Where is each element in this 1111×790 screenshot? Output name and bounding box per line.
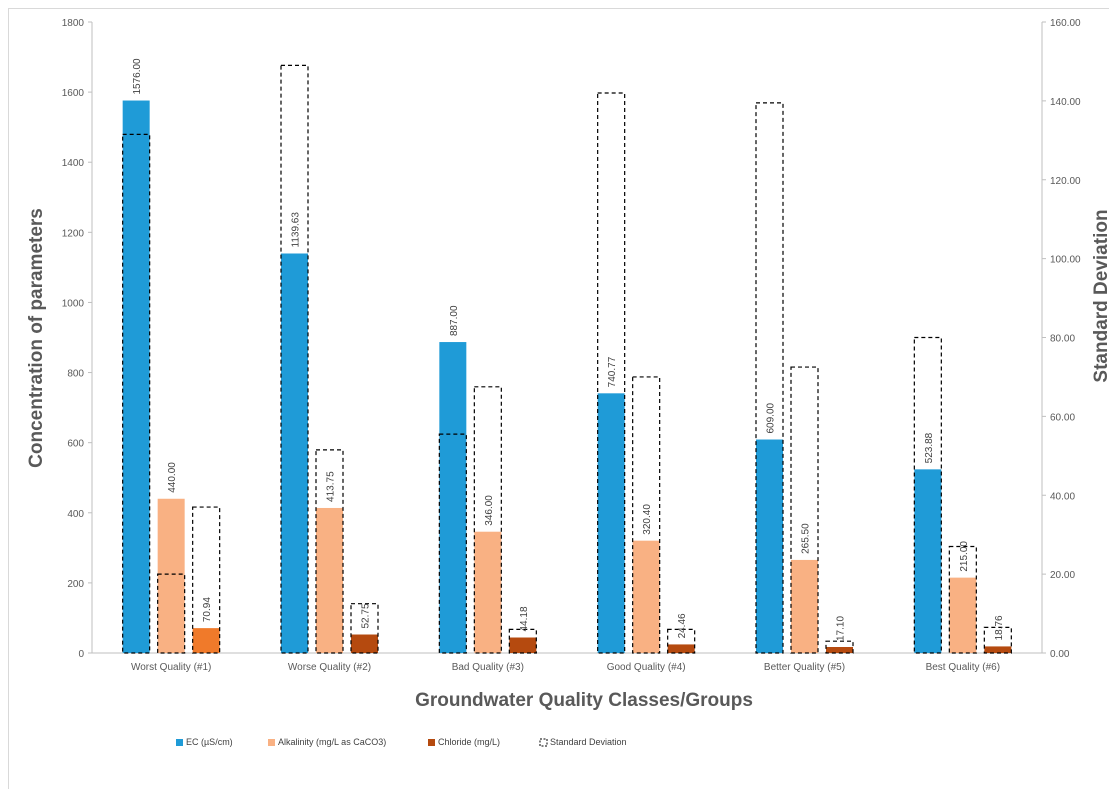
bar-ec bbox=[597, 393, 625, 653]
left-tick-label: 1400 bbox=[62, 158, 85, 169]
bar-ec bbox=[756, 439, 783, 653]
left-tick-label: 800 bbox=[67, 369, 84, 380]
left-tick-label: 1200 bbox=[62, 228, 85, 239]
left-axis-ticks: 0 200 400 600 800 1000 1200 1400 1600 1800 bbox=[62, 18, 92, 660]
data-label: 44.18 bbox=[519, 606, 530, 631]
std-deviation-box bbox=[983, 626, 1012, 654]
data-label: 609.00 bbox=[766, 402, 777, 433]
right-tick-label: 100.00 bbox=[1050, 255, 1081, 266]
right-tick-label: 40.00 bbox=[1050, 491, 1075, 502]
y2-axis-title: Standard Deviation bbox=[1091, 209, 1111, 382]
legend-label: Chloride (mg/L) bbox=[438, 737, 500, 747]
right-tick-label: 120.00 bbox=[1050, 176, 1081, 187]
data-label: 265.50 bbox=[801, 523, 812, 554]
bar-alkalinity bbox=[791, 559, 818, 653]
std-deviation-box bbox=[632, 376, 661, 654]
bar-alkalinity bbox=[316, 507, 343, 653]
std-deviation-box bbox=[948, 545, 977, 654]
data-label: 70.94 bbox=[202, 597, 213, 622]
data-label: 1576.00 bbox=[132, 58, 143, 95]
legend-swatch bbox=[176, 739, 183, 746]
left-tick-label: 1800 bbox=[62, 18, 85, 29]
data-label: 320.40 bbox=[642, 504, 653, 535]
std-deviation-box bbox=[350, 603, 379, 654]
bar-chloride bbox=[351, 634, 378, 653]
legend-label: EC (µS/cm) bbox=[186, 737, 233, 747]
left-tick-label: 600 bbox=[67, 439, 84, 450]
category-label: Better Quality (#5) bbox=[764, 662, 845, 673]
bar-alkalinity bbox=[474, 531, 502, 653]
bars-layer bbox=[122, 100, 1012, 654]
data-label: 24.46 bbox=[677, 613, 688, 638]
right-tick-label: 140.00 bbox=[1050, 97, 1081, 108]
category-label: Best Quality (#6) bbox=[926, 662, 1000, 673]
bar-ec bbox=[914, 469, 942, 653]
bar-alkalinity bbox=[632, 540, 660, 653]
data-label: 413.75 bbox=[326, 471, 337, 502]
std-deviation-box bbox=[438, 433, 467, 654]
bar-ec bbox=[439, 342, 467, 653]
data-label: 18.76 bbox=[994, 615, 1005, 640]
right-tick-label: 20.00 bbox=[1050, 570, 1075, 581]
bar-chloride bbox=[984, 646, 1012, 653]
left-tick-label: 0 bbox=[78, 649, 84, 660]
std-deviation-box bbox=[157, 573, 186, 654]
y-axis-title: Concentration of parameters bbox=[26, 208, 47, 468]
data-label: 346.00 bbox=[484, 495, 495, 526]
right-axis-ticks: 0.00 20.00 40.00 60.00 80.00 100.00 120.00 140.… bbox=[1042, 18, 1081, 660]
bar-alkalinity bbox=[949, 577, 977, 653]
std-deviation-box bbox=[755, 102, 784, 654]
data-label: 523.88 bbox=[924, 432, 935, 463]
category-label: Good Quality (#4) bbox=[607, 662, 686, 673]
legend-label: Standard Deviation bbox=[550, 737, 627, 747]
category-label: Worse Quality (#2) bbox=[288, 662, 371, 673]
legend-swatch-std bbox=[539, 738, 548, 747]
chart-frame bbox=[8, 8, 1109, 789]
std-deviation-box bbox=[667, 628, 696, 654]
category-label: Worst Quality (#1) bbox=[131, 662, 211, 673]
bar-chloride bbox=[667, 644, 695, 653]
left-tick-label: 400 bbox=[67, 509, 84, 520]
legend-swatch bbox=[428, 739, 435, 746]
bar-alkalinity bbox=[157, 498, 185, 653]
bar-chloride bbox=[509, 637, 537, 653]
left-tick-label: 1000 bbox=[62, 298, 85, 309]
bar-ec bbox=[122, 100, 150, 654]
std-deviation-box bbox=[825, 640, 854, 654]
data-label: 740.77 bbox=[607, 356, 618, 387]
bar-chloride bbox=[192, 628, 220, 653]
std-deviation-box bbox=[508, 628, 537, 654]
right-tick-label: 0.00 bbox=[1050, 649, 1070, 660]
category-labels-layer: Worst Quality (#1) Worse Quality (#2) Bad … bbox=[131, 662, 1000, 673]
data-label: 440.00 bbox=[167, 462, 178, 493]
std-deviation-box bbox=[315, 449, 344, 654]
legend-label: Alkalinity (mg/L as CaCO3) bbox=[278, 737, 386, 747]
data-label: 52.75 bbox=[361, 603, 372, 628]
legend-swatch bbox=[268, 739, 275, 746]
left-tick-label: 200 bbox=[67, 579, 84, 590]
std-deviation-box bbox=[790, 366, 819, 654]
bar-ec bbox=[281, 253, 308, 653]
right-tick-label: 160.00 bbox=[1050, 18, 1081, 29]
data-label: 887.00 bbox=[449, 305, 460, 336]
data-label: 215.00 bbox=[959, 541, 970, 572]
std-deviation-box bbox=[913, 336, 942, 654]
x-axis-title: Groundwater Quality Classes/Groups bbox=[415, 690, 753, 711]
data-label: 17.10 bbox=[836, 616, 847, 641]
right-tick-label: 60.00 bbox=[1050, 412, 1075, 423]
category-label: Bad Quality (#3) bbox=[452, 662, 524, 673]
left-tick-label: 1600 bbox=[62, 88, 85, 99]
data-labels-layer: 1576.00 440.00 70.94 1139.63 413.75 52.75 887.… bbox=[132, 58, 1005, 641]
std-layer bbox=[122, 64, 1012, 654]
data-label: 1139.63 bbox=[291, 212, 302, 248]
legend: EC (µS/cm) Alkalinity (mg/L as CaCO3) Chlo… bbox=[176, 737, 627, 747]
right-tick-label: 80.00 bbox=[1050, 334, 1075, 345]
bar-chloride bbox=[826, 647, 853, 653]
std-deviation-box bbox=[192, 506, 221, 654]
